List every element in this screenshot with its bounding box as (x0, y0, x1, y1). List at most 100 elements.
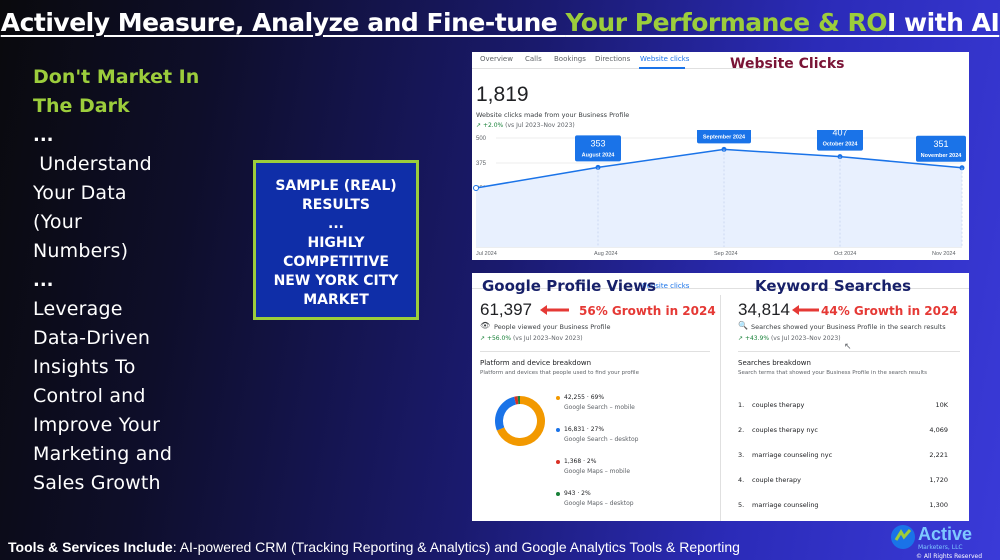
headline-part-1: Actively Measure, Analyze and Fine-tune (0, 8, 566, 37)
callout-label: October 2024 (823, 142, 859, 148)
x-tick-label: Oct 2024 (834, 251, 856, 257)
views-growth-note: (vs Jul 2023–Nov 2023) (512, 335, 583, 342)
search-term-row: 3. marriage counseling nyc 2,221 (738, 451, 948, 459)
legend-search-mobile: 42,255 · 69% Google Search – mobile (556, 394, 635, 411)
website-clicks-total: 1,819 (476, 83, 529, 106)
trend-up-icon: ↗ (738, 335, 744, 342)
legend-value: 1,368 · 2% (564, 458, 597, 465)
leverage-line-2: Data-Driven (33, 327, 151, 349)
searches-growth-note: (vs Jul 2023–Nov 2023) (770, 335, 841, 342)
legend-search-desktop: 16,831 · 27% Google Search – desktop (556, 426, 638, 443)
legend-label: Google Maps – mobile (564, 468, 631, 475)
keyword-searches-subtitle: Searches showed your Business Profile in… (751, 323, 946, 331)
tab-directions[interactable]: Directions (595, 55, 631, 63)
footer-bold: Tools & Services Include (8, 539, 173, 555)
profile-views-total: 61,397 (480, 300, 532, 319)
understand-line-1: Understand (33, 153, 152, 175)
keyword-searches-title: Keyword Searches (755, 277, 911, 295)
series-area (476, 149, 962, 247)
legend-maps-desktop: 943 · 2% Google Maps – desktop (556, 490, 634, 507)
searches-growth-annotation: 44% Growth in 2024 (821, 304, 958, 318)
understand-line-4: Numbers) (33, 240, 129, 262)
website-clicks-annotation: Website Clicks (730, 56, 845, 72)
callout-label: September 2024 (703, 134, 746, 140)
donut-slice (514, 396, 519, 405)
search-rank: 3. (738, 451, 745, 459)
arrow-to-searches-total (792, 305, 819, 315)
search-rank: 2. (738, 426, 745, 434)
leverage-line-7: Sales Growth (33, 472, 161, 494)
x-tick-label: Aug 2024 (594, 251, 618, 257)
search-count: 1,720 (929, 476, 948, 484)
x-tick-label: Nov 2024 (932, 251, 956, 257)
callout-label: November 2024 (921, 153, 963, 159)
search-icon: 🔍 (738, 321, 748, 330)
logo-copyright: © All Rights Reserved (916, 553, 983, 560)
callout-value: 353 (590, 138, 605, 148)
footer-rest: : AI-powered CRM (Tracking Reporting & A… (172, 539, 740, 555)
search-term: marriage counseling (752, 501, 819, 509)
ellipsis-1: ... (33, 125, 54, 146)
y-tick-label: 375 (476, 161, 487, 167)
search-count: 4,069 (929, 426, 948, 434)
panel2-tabbar (472, 273, 969, 289)
search-term-row: 5. marriage counseling 1,300 (738, 501, 948, 509)
callout-value: 407 (832, 130, 847, 138)
headline-part-2: Your Performance & RO (565, 8, 887, 37)
platform-donut-chart (495, 396, 545, 446)
legend-label: Google Search – mobile (564, 404, 635, 411)
headline-part-3: I with AI (886, 8, 1000, 37)
keyword-searches-total: 34,814 (738, 300, 790, 319)
sample-line-4: HIGHLY (307, 235, 365, 251)
callout-box (916, 135, 966, 162)
legend-dot-orange (556, 395, 560, 400)
search-rank: 5. (738, 501, 745, 509)
x-tick-label: Jul 2024 (476, 251, 497, 257)
search-term-row: 4. couple therapy 1,720 (738, 476, 948, 484)
leverage-line-3: Insights To (33, 356, 136, 378)
views-growth-percent: +56.0% (486, 335, 512, 342)
sample-line-1: SAMPLE (REAL) (275, 178, 397, 194)
callout-box (697, 130, 751, 144)
leverage-line-1: Leverage (33, 298, 123, 320)
mouse-cursor-icon: ↖ (844, 342, 852, 352)
tab-overview[interactable]: Overview (480, 55, 513, 63)
footer-tools-line: Tools & Services Include: AI-powered CRM… (8, 539, 740, 555)
left-column: Don't Market In The Dark ... Understand … (33, 63, 233, 498)
leverage-line-6: Marketing and (33, 443, 173, 465)
ellipsis-2: ... (33, 270, 54, 291)
eye-icon: 👁 (480, 321, 491, 330)
sample-results-box: SAMPLE (REAL) RESULTS ... HIGHLY COMPETI… (253, 160, 419, 320)
logo-mark-icon (891, 525, 915, 549)
tab-website-clicks-2[interactable]: Website clicks (640, 282, 690, 290)
active-tab-indicator (639, 67, 685, 69)
tab-calls[interactable]: Calls (525, 55, 542, 63)
lead-line-1: Don't Market In (33, 66, 200, 88)
searches-growth-percent: +43.9% (744, 335, 770, 342)
profile-views-panel: Website clicks Google Profile Views Keyw… (472, 273, 969, 521)
legend-value: 943 · 2% (564, 490, 591, 497)
page-headline: Actively Measure, Analyze and Fine-tune … (0, 8, 1000, 37)
tab-bookings[interactable]: Bookings (554, 55, 586, 63)
callout-label: August 2024 (582, 152, 616, 158)
y-tick-label: 500 (476, 136, 487, 142)
leverage-line-4: Control and (33, 385, 146, 407)
growth-compare-note: (vs Jul 2023–Nov 2023) (505, 122, 575, 129)
trend-up-icon: ↗ (476, 122, 482, 129)
legend-dot-blue (556, 427, 560, 432)
tab-website-clicks[interactable]: Website clicks (640, 55, 690, 63)
logo-name: Active (918, 524, 973, 544)
search-count: 1,300 (929, 501, 948, 509)
legend-label: Google Maps – desktop (564, 500, 634, 507)
legend-value: 16,831 · 27% (564, 426, 605, 433)
searches-divider (738, 351, 960, 352)
platform-breakdown-subtitle: Platform and devices that people used to… (480, 370, 639, 376)
search-term: couple therapy (752, 476, 801, 484)
searches-breakdown-subtitle: Search terms that showed your Business P… (738, 370, 928, 376)
sample-line-7: MARKET (303, 292, 369, 308)
legend-dot-green (556, 491, 560, 496)
website-clicks-panel: Overview Calls Bookings Directions Websi… (472, 52, 969, 260)
views-growth-annotation: 56% Growth in 2024 (579, 304, 716, 318)
understand-line-3: (Your (33, 211, 82, 233)
